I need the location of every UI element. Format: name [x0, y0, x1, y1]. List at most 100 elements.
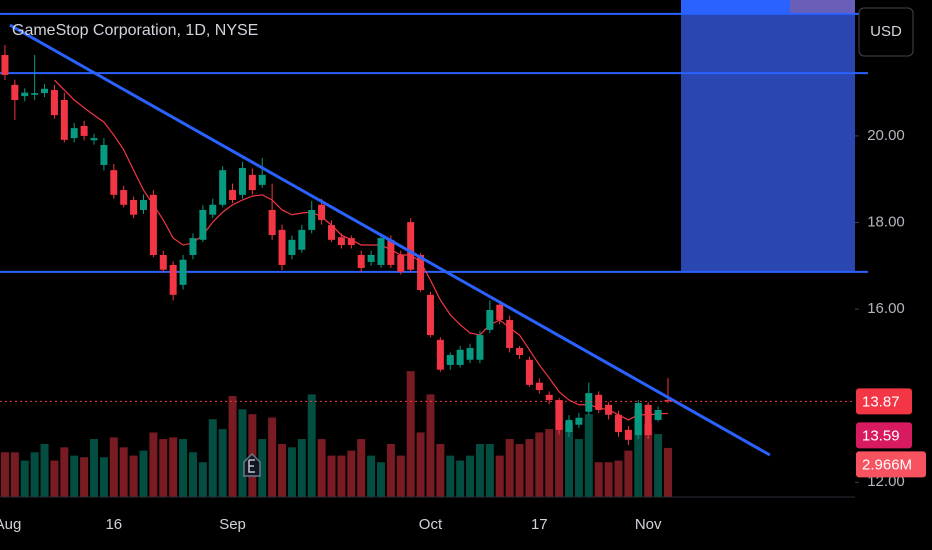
- volume-bar: [109, 437, 118, 497]
- candle-body: [248, 174, 256, 191]
- candle-body: [110, 170, 118, 195]
- candle-body: [387, 239, 395, 265]
- volume-bar: [238, 409, 247, 497]
- candle-body: [41, 88, 49, 94]
- candle-body: [139, 200, 147, 210]
- volume-bar: [287, 447, 296, 497]
- volume-bar: [495, 455, 504, 497]
- trendline: [9, 23, 771, 457]
- y-tick-label: 16.00: [867, 300, 905, 317]
- candle-body: [179, 259, 187, 285]
- volume-bar: [594, 462, 603, 497]
- candle-body: [278, 229, 286, 265]
- volume-bar: [555, 400, 564, 497]
- volume-bar: [297, 439, 306, 497]
- volume-bar: [149, 432, 158, 497]
- volume-bar: [40, 444, 49, 497]
- volume-bar: [70, 455, 79, 497]
- candle-body: [308, 209, 316, 230]
- volume-bar: [139, 450, 148, 497]
- candle-body: [199, 209, 207, 240]
- volume-bar: [357, 439, 366, 497]
- volume-bar: [584, 414, 593, 497]
- volume-bar: [258, 439, 267, 497]
- volume-bar: [614, 460, 623, 497]
- candle-body: [496, 304, 504, 320]
- candle-body: [565, 419, 573, 433]
- candle-body: [614, 414, 622, 433]
- volume-bar: [20, 460, 29, 497]
- earnings-icon[interactable]: [243, 452, 261, 477]
- currency-button-frame[interactable]: [858, 7, 914, 57]
- volume-bar: [90, 439, 99, 497]
- volume-bar: [624, 450, 633, 497]
- candles-layer: [1, 45, 672, 446]
- volume-bar: [129, 455, 138, 497]
- candle-body: [149, 194, 157, 255]
- last-price-label: 13.87: [862, 393, 900, 410]
- volume-bar: [515, 444, 524, 497]
- volume-bar: [604, 462, 613, 497]
- volume-bar: [634, 409, 643, 497]
- volume-bar: [337, 455, 346, 497]
- volume-bar: [50, 460, 59, 497]
- candle-body: [268, 209, 276, 236]
- volume-bar: [475, 444, 484, 497]
- volume-bar: [456, 460, 465, 497]
- x-tick-label: 16: [105, 516, 122, 533]
- volume-bar: [347, 450, 356, 497]
- candle-body: [337, 237, 345, 246]
- candle-body: [407, 222, 415, 270]
- ma-label-box: [856, 422, 912, 449]
- candle-body: [159, 254, 167, 270]
- candle-body: [525, 359, 533, 385]
- volume-bar: [426, 394, 435, 497]
- currency-label: USD: [870, 23, 902, 40]
- candle-body: [456, 349, 464, 365]
- range-box-top: [681, 0, 790, 14]
- volume-bar: [367, 455, 376, 497]
- volume-bar: [268, 417, 277, 497]
- volume-bar: [535, 432, 544, 497]
- candle-body: [397, 254, 405, 272]
- candle-body: [328, 225, 336, 240]
- earnings-marker[interactable]: [243, 452, 261, 477]
- candle-body: [476, 335, 484, 360]
- candle-body: [535, 382, 543, 391]
- candle-body: [377, 238, 385, 265]
- candle-body: [169, 264, 177, 295]
- volume-bar: [159, 439, 168, 497]
- candle-body: [219, 170, 227, 205]
- volume-bar: [30, 452, 39, 497]
- volume-bar: [466, 455, 475, 497]
- candle-body: [318, 204, 326, 220]
- candle-body: [664, 400, 672, 402]
- candle-body: [545, 394, 553, 401]
- volume-bar: [198, 462, 207, 497]
- candle-body: [238, 167, 246, 195]
- y-tick-label: 12.00: [867, 473, 905, 490]
- volume-bar: [99, 457, 108, 497]
- volume-bar: [0, 452, 9, 497]
- range-box-top-right: [790, 0, 855, 14]
- volume-bar: [406, 371, 415, 497]
- currency-button[interactable]: USD: [858, 7, 914, 57]
- candle-body: [50, 90, 58, 116]
- candle-body: [90, 138, 98, 141]
- candle-body: [555, 400, 563, 430]
- volume-bar: [376, 462, 385, 497]
- candle-body: [486, 309, 494, 330]
- candle-body: [70, 128, 78, 139]
- candle-body: [288, 239, 296, 255]
- volume-bar: [485, 444, 494, 497]
- chart-title: GameStop Corporation, 1D, NYSE: [12, 22, 258, 39]
- volume-bar: [416, 432, 425, 497]
- volume-bar: [218, 429, 227, 497]
- candle-body: [21, 92, 29, 97]
- candle-body: [298, 229, 306, 250]
- candle-body: [654, 409, 662, 420]
- volume-bar: [80, 457, 89, 497]
- x-tick-label: Sep: [219, 516, 246, 533]
- candle-body: [446, 355, 454, 365]
